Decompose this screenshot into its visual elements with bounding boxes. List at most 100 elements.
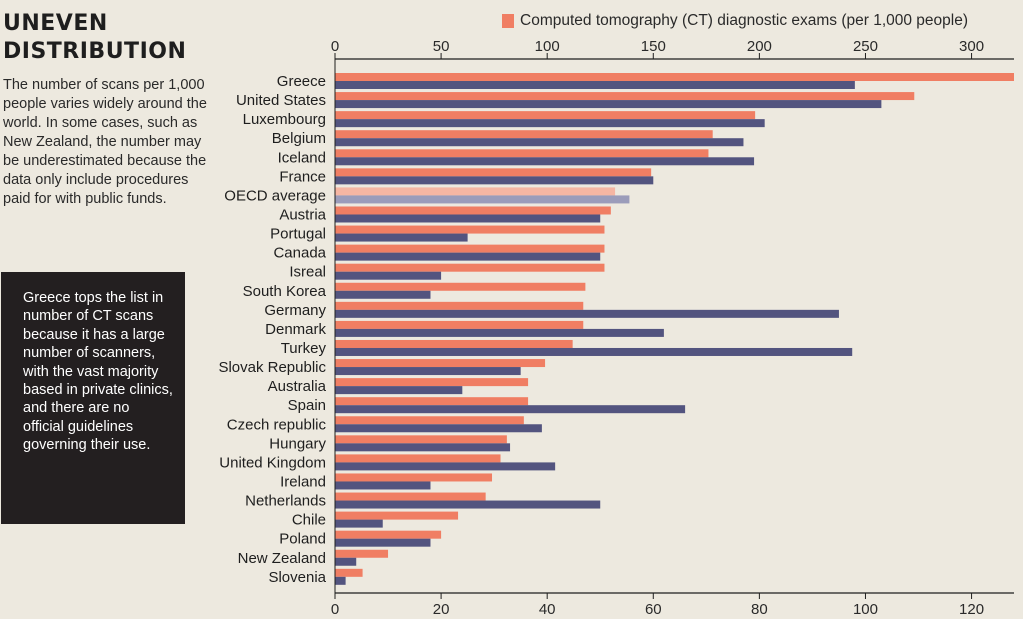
exams-bar	[335, 244, 605, 253]
callout-text: Greece tops the list in number of CT sca…	[23, 290, 173, 454]
scanners-bar	[335, 500, 601, 509]
scanners-bar	[335, 386, 463, 395]
exams-bar	[335, 320, 584, 329]
category-label: France	[279, 168, 326, 185]
scanners-bar	[335, 138, 744, 147]
category-label: Denmark	[265, 321, 326, 338]
category-label: Spain	[288, 397, 326, 414]
category-label: New Zealand	[238, 550, 326, 567]
top-axis-tick-label: 200	[747, 38, 772, 55]
scanners-bar	[335, 405, 686, 414]
scanners-bar	[335, 462, 556, 471]
exams-bar	[335, 339, 573, 348]
bottom-axis-tick-label: 40	[539, 601, 556, 618]
title-line-2: DISTRIBUTION	[3, 39, 187, 64]
legend: Computed tomography (CT) diagnostic exam…	[502, 12, 968, 30]
scanners-bar	[335, 367, 521, 376]
exams-bar	[335, 206, 611, 215]
exams-bar	[335, 416, 524, 425]
category-label: Chile	[292, 512, 326, 529]
exams-bar	[335, 282, 586, 291]
scanners-bar	[335, 309, 839, 318]
category-label: Portugal	[270, 226, 326, 243]
scanners-bar	[335, 443, 511, 452]
scanners-bar	[335, 100, 882, 109]
legend-label: Computed tomography (CT) diagnostic exam…	[520, 12, 969, 29]
scanners-bar	[335, 271, 442, 280]
scanners-bar	[335, 328, 664, 337]
exams-bar	[335, 301, 584, 310]
exams-bar	[335, 149, 709, 158]
category-label: South Korea	[243, 283, 327, 300]
title-line-1: UNEVEN	[3, 11, 108, 36]
category-label: Greece	[277, 73, 326, 90]
exams-bar	[335, 473, 493, 482]
category-label: United States	[236, 92, 326, 109]
category-label: OECD average	[224, 187, 326, 204]
category-label: Ireland	[280, 473, 326, 490]
bottom-axis-tick-label: 0	[331, 601, 339, 618]
category-label: Australia	[268, 378, 327, 395]
category-label: Iceland	[278, 149, 326, 166]
scanners-bar	[335, 290, 431, 299]
callout-box: Greece tops the list in number of CT sca…	[1, 272, 185, 524]
scanners-bar	[335, 576, 346, 585]
scanners-bar	[335, 424, 542, 433]
top-axis-tick-label: 0	[331, 38, 339, 55]
top-axis-tick-label: 250	[853, 38, 878, 55]
category-label: Canada	[273, 245, 326, 262]
exams-bar	[335, 492, 486, 501]
exams-bar	[335, 130, 713, 139]
category-label: United Kingdom	[219, 454, 326, 471]
exams-bar	[335, 511, 459, 520]
intro-text: The number of scans per 1,000 people var…	[3, 77, 207, 207]
scanners-bar	[335, 157, 755, 166]
category-label: Austria	[279, 206, 326, 223]
bottom-axis-tick-label: 20	[433, 601, 450, 618]
bottom-axis-tick-label: 120	[959, 601, 984, 618]
exams-bar	[335, 530, 442, 539]
exams-bar	[335, 454, 501, 463]
scanners-bar	[335, 538, 431, 547]
category-label: Hungary	[269, 435, 326, 452]
scanners-bar	[335, 233, 468, 242]
category-label: Turkey	[281, 340, 327, 357]
scanners-bar	[335, 119, 765, 128]
exams-bar	[335, 168, 652, 177]
category-label: Belgium	[272, 130, 326, 147]
scanners-bar	[335, 481, 431, 490]
scanners-bar	[335, 252, 601, 261]
category-label: Slovenia	[268, 569, 326, 586]
top-axis-tick-label: 300	[959, 38, 984, 55]
exams-bar	[335, 435, 507, 444]
category-label: Luxembourg	[243, 111, 326, 128]
exams-bar	[335, 359, 546, 368]
scanners-bar	[335, 176, 654, 185]
exams-bar	[335, 73, 1014, 81]
bottom-axis-tick-label: 100	[853, 601, 878, 618]
exams-bar	[335, 111, 756, 120]
exams-bar	[335, 187, 616, 196]
bottom-axis-tick-label: 80	[751, 601, 768, 618]
category-label: Germany	[264, 302, 326, 319]
exams-bar	[335, 225, 605, 234]
category-label: Poland	[279, 531, 326, 548]
scanners-bar	[335, 195, 630, 204]
category-label: Slovak Republic	[218, 359, 326, 376]
scanners-bar	[335, 81, 855, 89]
scanners-bar	[335, 557, 357, 566]
exams-bar	[335, 568, 363, 577]
exams-bar	[335, 378, 529, 387]
category-label: Netherlands	[245, 493, 326, 510]
top-axis-tick-label: 100	[535, 38, 560, 55]
chart-title: UNEVEN DISTRIBUTION	[3, 10, 186, 66]
scanners-bar	[335, 347, 853, 356]
category-label: Isreal	[289, 264, 326, 281]
exams-bar	[335, 92, 915, 101]
exams-bar	[335, 397, 529, 406]
top-axis-tick-label: 150	[641, 38, 666, 55]
scanners-bar	[335, 214, 601, 223]
scanners-bar	[335, 519, 383, 528]
exams-bar	[335, 263, 605, 272]
